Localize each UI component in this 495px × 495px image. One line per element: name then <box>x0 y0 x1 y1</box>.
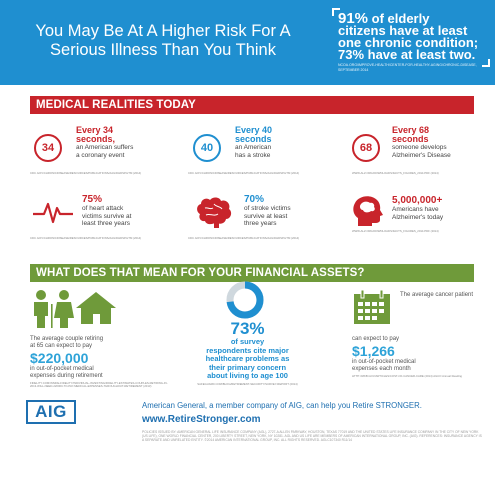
fin-left-amount: $220,000 <box>30 350 89 366</box>
bracket-bottom-right <box>482 59 490 67</box>
fin-center-line3: healthcare problems as <box>205 354 290 363</box>
header-stat-source: NCOA.ORG/IMPROVE-HEALTH/CENTER-FOR-HEALT… <box>338 63 477 72</box>
footer-url-link[interactable]: www.RetireStronger.com <box>142 414 261 425</box>
med-item-stroke: Every 40 seconds an American has a strok… <box>235 126 272 159</box>
fin-left-line3: in out-of-pocket medical <box>30 366 94 372</box>
header-stat-line2: citizens have at least <box>338 23 468 38</box>
med-item-desc3: three years <box>244 220 277 227</box>
med-item-desc2: Alzheimer's today <box>392 213 444 221</box>
med-item-alzheimers: Every 68 seconds someone develops Alzhei… <box>392 126 451 159</box>
source-text: CDC.GOV/CHRONICDISEASE/RESOURCES/PUBLICA… <box>188 171 300 175</box>
med-item-desc1: of heart attack <box>82 205 124 212</box>
fin-right-line4: expenses each month <box>352 366 411 372</box>
header-banner: You May Be At A Higher Risk For A Seriou… <box>0 0 495 85</box>
fin-center-line2: respondents cite major <box>206 345 289 355</box>
bracket-top-left <box>332 8 340 16</box>
med-item-desc2: a coronary event <box>76 151 125 159</box>
fin-center-pct: 73% <box>230 319 265 338</box>
source-text: CDC.GOV/CHRONICDISEASE/RESOURCES/PUBLICA… <box>30 236 142 240</box>
fin-left-line4: expenses during retirement <box>30 373 103 379</box>
med-item-big1: Every 34 <box>76 125 114 135</box>
financial-heading: WHAT DOES THAT MEAN FOR YOUR FINANCIAL A… <box>30 264 474 282</box>
brain-icon <box>197 197 232 228</box>
med-item-pct: 5,000,000+ <box>392 195 443 206</box>
fin-right-line1: The average cancer patient <box>400 292 474 298</box>
financial-left: The average couple retiring at 65 can ex… <box>30 336 170 389</box>
fin-right-line2: can expect to pay <box>352 336 400 342</box>
medical-heading: MEDICAL REALITIES TODAY <box>30 96 474 114</box>
circle-68: 68 <box>352 134 380 162</box>
med-item-big2: seconds <box>392 134 429 144</box>
fin-right-line3: in out-of-pocket medical <box>352 359 416 365</box>
fin-center-line1: of survey <box>230 337 265 346</box>
fin-center-line5: about living to age 100 <box>207 371 288 380</box>
fin-right-amount: $1,266 <box>352 343 395 359</box>
med-item-alzheimers-count: 5,000,000+ Americans have Alzheimer's to… <box>392 196 443 221</box>
med-item-desc1: an American <box>235 144 272 151</box>
aig-logo: AIG <box>26 400 76 424</box>
source-text: SAFEGUARD.COM/BLOG/RETIREMENT-SECURITY/S… <box>197 381 298 386</box>
med-item-desc2: has a stroke <box>235 151 271 159</box>
source-text: CDC.GOV/CHRONICDISEASE/RESOURCES/PUBLICA… <box>188 236 300 240</box>
med-item-big2: seconds <box>235 134 272 144</box>
header-stat: 91% of elderly citizens have at least on… <box>338 10 488 62</box>
med-item-stroke-survival: 70% of stroke victims survive at least t… <box>244 195 291 228</box>
footer-tagline: American General, a member company of AI… <box>142 401 422 410</box>
circle-34: 34 <box>34 134 62 162</box>
med-item-desc2: survive at least <box>244 212 288 220</box>
footer-disclaimer: POLICIES ISSUED BY: AMERICAN GENERAL LIF… <box>142 430 482 443</box>
financial-center: 73% of survey respondents cite major hea… <box>180 319 315 386</box>
source-text: HTTP://MKB.GOV/ARTICLES/COST-OF-CANCER-C… <box>352 374 462 378</box>
med-item-heart-survival: 75% of heart attack victims survive at l… <box>82 195 131 228</box>
calendar-icon <box>354 289 390 324</box>
source-text: CDC.GOV/CHRONICDISEASE/RESOURCES/PUBLICA… <box>30 171 142 175</box>
financial-right-intro: The average cancer patient <box>400 292 490 299</box>
source-text: WWW.ALZ.ORG/DOWNLOADS/FACTS_FIGURES_2014… <box>352 229 439 233</box>
header-stat-line4: 73% have at least two. <box>338 47 476 62</box>
med-item-big1: Every 68 <box>392 125 430 135</box>
med-item-desc2: victims survive at <box>82 212 132 220</box>
head-profile-icon <box>353 196 383 226</box>
med-item-coronary: Every 34 seconds, an American suffers a … <box>76 126 133 159</box>
retired-couple-icon <box>34 290 116 328</box>
med-item-big1: Every 40 <box>235 125 273 135</box>
header-stat-pct: 91% <box>338 10 369 27</box>
med-item-desc3: least three years <box>82 220 131 227</box>
fin-center-line4: their primary concern <box>208 362 287 372</box>
med-item-pct: 75% <box>82 194 103 205</box>
circle-40: 40 <box>193 134 221 162</box>
source-text: WWW.ALZ.ORG/DOWNLOADS/FACTS_FIGURES_2014… <box>352 171 439 175</box>
heartbeat-icon <box>33 202 73 224</box>
source-text: FIDELITY.COM/INSIDE-FIDELITY/INDIVIDUAL-… <box>30 381 168 389</box>
med-item-big2: seconds, <box>76 134 116 144</box>
med-item-desc2: Alzheimer's Disease <box>392 151 451 159</box>
header-stat-box: 91% of elderly citizens have at least on… <box>332 8 490 77</box>
donut-chart-icon <box>226 281 264 319</box>
fin-center-text: of survey respondents cite major healthc… <box>180 337 315 381</box>
med-item-desc1: an American suffers <box>76 144 134 151</box>
financial-right: can expect to pay $1,266 in out-of-pocke… <box>352 336 492 378</box>
fin-left-line1: The average couple retiring <box>30 336 104 342</box>
med-item-desc1: of stroke victims <box>244 205 291 212</box>
med-item-desc1: Americans have <box>392 206 439 213</box>
page-title: You May Be At A Higher Risk For A Seriou… <box>35 22 291 59</box>
med-item-pct: 70% <box>244 194 265 205</box>
med-item-desc1: someone develops <box>392 144 447 151</box>
header-stat-line1: of elderly <box>371 11 430 26</box>
fin-left-line2: at 65 can expect to pay <box>30 343 93 349</box>
header-stat-line3: one chronic condition; <box>338 35 479 50</box>
